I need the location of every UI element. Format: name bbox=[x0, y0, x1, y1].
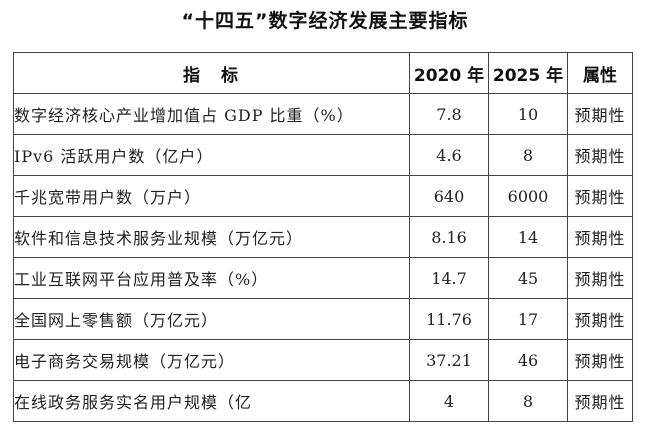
table-row: 电子商务交易规模（万亿元） 37.21 46 预期性 bbox=[13, 339, 633, 381]
value-2025: 17 bbox=[488, 298, 568, 340]
header-2025: 2025 年 bbox=[488, 52, 568, 94]
value-2020: 7.8 bbox=[409, 93, 489, 135]
value-2025: 10 bbox=[488, 93, 568, 135]
attribute-cell: 预期性 bbox=[567, 339, 633, 381]
value-2020: 4.6 bbox=[409, 134, 489, 176]
value-2020: 8.16 bbox=[409, 216, 489, 258]
value-2025: 46 bbox=[488, 339, 568, 381]
indicator-name: 电子商务交易规模（万亿元） bbox=[13, 339, 410, 381]
attribute-cell: 预期性 bbox=[567, 93, 633, 135]
indicators-table: 指 标 2020 年 2025 年 属性 数字经济核心产业增加值占 GDP 比重… bbox=[13, 52, 633, 422]
indicator-name: 在线政务服务实名用户规模（亿 bbox=[13, 380, 410, 422]
table-row: 数字经济核心产业增加值占 GDP 比重（%） 7.8 10 预期性 bbox=[13, 93, 633, 135]
attribute-cell: 预期性 bbox=[567, 175, 633, 217]
attribute-cell: 预期性 bbox=[567, 257, 633, 299]
table-row: 软件和信息技术服务业规模（万亿元） 8.16 14 预期性 bbox=[13, 216, 633, 258]
indicator-name: 数字经济核心产业增加值占 GDP 比重（%） bbox=[13, 93, 410, 135]
indicator-name: 软件和信息技术服务业规模（万亿元） bbox=[13, 216, 410, 258]
indicator-name: IPv6 活跃用户数（亿户） bbox=[13, 134, 410, 176]
value-2020: 4 bbox=[409, 380, 489, 422]
header-attribute: 属性 bbox=[567, 52, 633, 94]
value-2025: 45 bbox=[488, 257, 568, 299]
value-2020: 37.21 bbox=[409, 339, 489, 381]
value-2020: 14.7 bbox=[409, 257, 489, 299]
value-2020: 11.76 bbox=[409, 298, 489, 340]
table-row: 千兆宽带用户数（万户） 640 6000 预期性 bbox=[13, 175, 633, 217]
value-2025: 14 bbox=[488, 216, 568, 258]
page-title: “十四五”数字经济发展主要指标 bbox=[181, 10, 469, 32]
header-indicator: 指 标 bbox=[13, 52, 410, 94]
header-2020: 2020 年 bbox=[409, 52, 489, 94]
value-2020: 640 bbox=[409, 175, 489, 217]
indicator-name: 千兆宽带用户数（万户） bbox=[13, 175, 410, 217]
value-2025: 6000 bbox=[488, 175, 568, 217]
value-2025: 8 bbox=[488, 134, 568, 176]
attribute-cell: 预期性 bbox=[567, 216, 633, 258]
attribute-cell: 预期性 bbox=[567, 380, 633, 422]
indicator-name: 工业互联网平台应用普及率（%） bbox=[13, 257, 410, 299]
table-row: IPv6 活跃用户数（亿户） 4.6 8 预期性 bbox=[13, 134, 633, 176]
table-header-row: 指 标 2020 年 2025 年 属性 bbox=[13, 52, 633, 94]
indicator-name: 全国网上零售额（万亿元） bbox=[13, 298, 410, 340]
table-row: 工业互联网平台应用普及率（%） 14.7 45 预期性 bbox=[13, 257, 633, 299]
attribute-cell: 预期性 bbox=[567, 134, 633, 176]
attribute-cell: 预期性 bbox=[567, 298, 633, 340]
table-row: 全国网上零售额（万亿元） 11.76 17 预期性 bbox=[13, 298, 633, 340]
value-2025: 8 bbox=[488, 380, 568, 422]
table-row: 在线政务服务实名用户规模（亿 4 8 预期性 bbox=[13, 380, 633, 422]
